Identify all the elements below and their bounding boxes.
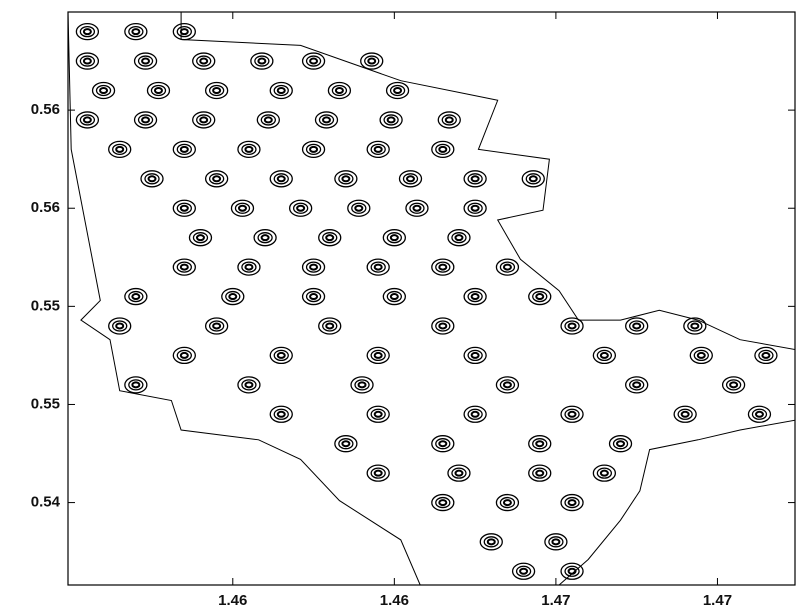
page: {"chart_data": {"type": "contour", "xlim…: [0, 0, 796, 609]
y-tick-label: 0.55: [31, 297, 60, 314]
chart: 0.56 0.56 0.55 0.55 0.54 1.46 1.46 1.47 1.47: [0, 0, 796, 609]
x-tick-label: 1.47: [541, 592, 570, 609]
y-tick-label: 0.54: [31, 494, 61, 511]
x-tick-label: 1.47: [703, 592, 732, 609]
plot-frame: [68, 12, 795, 585]
x-tick-label: 1.46: [218, 592, 247, 609]
y-tick-label: 0.56: [31, 199, 60, 216]
x-tick-label: 1.46: [380, 592, 409, 609]
y-tick-label: 0.55: [31, 395, 60, 412]
y-tick-label: 0.56: [31, 101, 60, 118]
